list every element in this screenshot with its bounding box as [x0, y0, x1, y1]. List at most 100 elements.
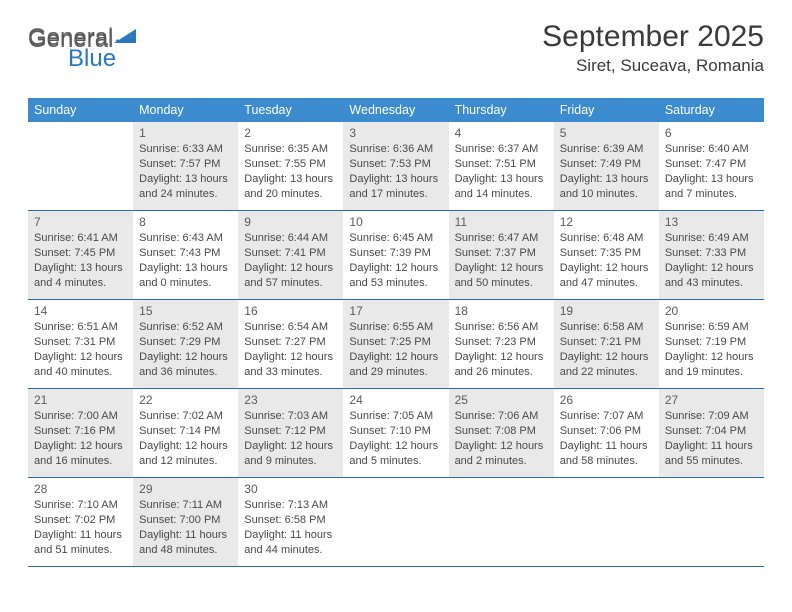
- daylight-text: Daylight: 12 hours and 53 minutes.: [349, 261, 442, 291]
- sunset-text: Sunset: 7:14 PM: [139, 424, 232, 439]
- sunset-text: Sunset: 7:33 PM: [665, 246, 758, 261]
- sunrise-text: Sunrise: 6:51 AM: [34, 320, 127, 335]
- day-cell: 6Sunrise: 6:40 AMSunset: 7:47 PMDaylight…: [659, 122, 764, 210]
- sunset-text: Sunset: 7:23 PM: [455, 335, 548, 350]
- sunset-text: Sunset: 7:39 PM: [349, 246, 442, 261]
- day-cell: 5Sunrise: 6:39 AMSunset: 7:49 PMDaylight…: [554, 122, 659, 210]
- week-row: 21Sunrise: 7:00 AMSunset: 7:16 PMDayligh…: [28, 389, 764, 478]
- day-number: 30: [244, 481, 337, 497]
- sunrise-text: Sunrise: 6:36 AM: [349, 142, 442, 157]
- day-cell: 30Sunrise: 7:13 AMSunset: 6:58 PMDayligh…: [238, 478, 343, 566]
- daylight-text: Daylight: 12 hours and 5 minutes.: [349, 439, 442, 469]
- sunrise-text: Sunrise: 6:35 AM: [244, 142, 337, 157]
- day-number: 26: [560, 392, 653, 408]
- daylight-text: Daylight: 12 hours and 9 minutes.: [244, 439, 337, 469]
- day-cell: 8Sunrise: 6:43 AMSunset: 7:43 PMDaylight…: [133, 211, 238, 299]
- day-number: 21: [34, 392, 127, 408]
- daylight-text: Daylight: 11 hours and 55 minutes.: [665, 439, 758, 469]
- daylight-text: Daylight: 12 hours and 16 minutes.: [34, 439, 127, 469]
- day-number: 1: [139, 125, 232, 141]
- brand-part2: Blue: [68, 45, 116, 72]
- sunrise-text: Sunrise: 7:13 AM: [244, 498, 337, 513]
- week-row: 14Sunrise: 6:51 AMSunset: 7:31 PMDayligh…: [28, 300, 764, 389]
- day-cell: [343, 478, 448, 566]
- day-cell: 3Sunrise: 6:36 AMSunset: 7:53 PMDaylight…: [343, 122, 448, 210]
- sunset-text: Sunset: 7:04 PM: [665, 424, 758, 439]
- day-cell: 11Sunrise: 6:47 AMSunset: 7:37 PMDayligh…: [449, 211, 554, 299]
- sunrise-text: Sunrise: 7:00 AM: [34, 409, 127, 424]
- sunrise-text: Sunrise: 6:49 AM: [665, 231, 758, 246]
- sunrise-text: Sunrise: 7:06 AM: [455, 409, 548, 424]
- daylight-text: Daylight: 12 hours and 36 minutes.: [139, 350, 232, 380]
- daylight-text: Daylight: 13 hours and 17 minutes.: [349, 172, 442, 202]
- sunrise-text: Sunrise: 6:56 AM: [455, 320, 548, 335]
- sunset-text: Sunset: 7:10 PM: [349, 424, 442, 439]
- day-number: 28: [34, 481, 127, 497]
- sunrise-text: Sunrise: 7:09 AM: [665, 409, 758, 424]
- sunset-text: Sunset: 7:57 PM: [139, 157, 232, 172]
- dayname-fri: Friday: [554, 98, 659, 122]
- sunset-text: Sunset: 7:53 PM: [349, 157, 442, 172]
- brand-logo-stack: General Blue: [28, 26, 136, 71]
- sunrise-text: Sunrise: 6:37 AM: [455, 142, 548, 157]
- day-cell: 18Sunrise: 6:56 AMSunset: 7:23 PMDayligh…: [449, 300, 554, 388]
- sunset-text: Sunset: 7:51 PM: [455, 157, 548, 172]
- dayname-sun: Sunday: [28, 98, 133, 122]
- day-cell: [659, 478, 764, 566]
- dayname-thu: Thursday: [449, 98, 554, 122]
- day-cell: [554, 478, 659, 566]
- week-row: 7Sunrise: 6:41 AMSunset: 7:45 PMDaylight…: [28, 211, 764, 300]
- sunrise-text: Sunrise: 6:48 AM: [560, 231, 653, 246]
- calendar-page: General September 2025 Siret, Suceava, R…: [0, 0, 792, 587]
- daylight-text: Daylight: 11 hours and 44 minutes.: [244, 528, 337, 558]
- sunrise-text: Sunrise: 6:44 AM: [244, 231, 337, 246]
- day-cell: 17Sunrise: 6:55 AMSunset: 7:25 PMDayligh…: [343, 300, 448, 388]
- day-number: 19: [560, 303, 653, 319]
- month-title: September 2025: [542, 20, 764, 54]
- daylight-text: Daylight: 12 hours and 29 minutes.: [349, 350, 442, 380]
- day-number: 6: [665, 125, 758, 141]
- day-number: 24: [349, 392, 442, 408]
- day-number: 25: [455, 392, 548, 408]
- day-number: 17: [349, 303, 442, 319]
- sunset-text: Sunset: 7:37 PM: [455, 246, 548, 261]
- day-number: 14: [34, 303, 127, 319]
- sunset-text: Sunset: 7:21 PM: [560, 335, 653, 350]
- sunrise-text: Sunrise: 6:39 AM: [560, 142, 653, 157]
- daylight-text: Daylight: 11 hours and 51 minutes.: [34, 528, 127, 558]
- day-cell: 24Sunrise: 7:05 AMSunset: 7:10 PMDayligh…: [343, 389, 448, 477]
- daylight-text: Daylight: 11 hours and 48 minutes.: [139, 528, 232, 558]
- sunrise-text: Sunrise: 6:59 AM: [665, 320, 758, 335]
- sunset-text: Sunset: 7:29 PM: [139, 335, 232, 350]
- day-number: 2: [244, 125, 337, 141]
- weeks-container: 1Sunrise: 6:33 AMSunset: 7:57 PMDaylight…: [28, 122, 764, 567]
- sunset-text: Sunset: 7:27 PM: [244, 335, 337, 350]
- daylight-text: Daylight: 13 hours and 24 minutes.: [139, 172, 232, 202]
- sunset-text: Sunset: 7:00 PM: [139, 513, 232, 528]
- day-number: 5: [560, 125, 653, 141]
- sunset-text: Sunset: 7:19 PM: [665, 335, 758, 350]
- day-cell: 2Sunrise: 6:35 AMSunset: 7:55 PMDaylight…: [238, 122, 343, 210]
- daylight-text: Daylight: 12 hours and 12 minutes.: [139, 439, 232, 469]
- daylight-text: Daylight: 12 hours and 47 minutes.: [560, 261, 653, 291]
- day-number: 4: [455, 125, 548, 141]
- title-block: September 2025 Siret, Suceava, Romania: [542, 20, 764, 76]
- daylight-text: Daylight: 12 hours and 19 minutes.: [665, 350, 758, 380]
- day-number: 10: [349, 214, 442, 230]
- sunset-text: Sunset: 7:12 PM: [244, 424, 337, 439]
- day-cell: 1Sunrise: 6:33 AMSunset: 7:57 PMDaylight…: [133, 122, 238, 210]
- day-cell: 16Sunrise: 6:54 AMSunset: 7:27 PMDayligh…: [238, 300, 343, 388]
- sunrise-text: Sunrise: 7:07 AM: [560, 409, 653, 424]
- sunset-text: Sunset: 7:08 PM: [455, 424, 548, 439]
- day-number: 20: [665, 303, 758, 319]
- sunrise-text: Sunrise: 6:43 AM: [139, 231, 232, 246]
- day-number: 29: [139, 481, 232, 497]
- day-cell: 7Sunrise: 6:41 AMSunset: 7:45 PMDaylight…: [28, 211, 133, 299]
- day-number: 22: [139, 392, 232, 408]
- sunrise-text: Sunrise: 6:52 AM: [139, 320, 232, 335]
- day-number: 9: [244, 214, 337, 230]
- daylight-text: Daylight: 12 hours and 50 minutes.: [455, 261, 548, 291]
- day-cell: 4Sunrise: 6:37 AMSunset: 7:51 PMDaylight…: [449, 122, 554, 210]
- day-number: 13: [665, 214, 758, 230]
- sunrise-text: Sunrise: 6:40 AM: [665, 142, 758, 157]
